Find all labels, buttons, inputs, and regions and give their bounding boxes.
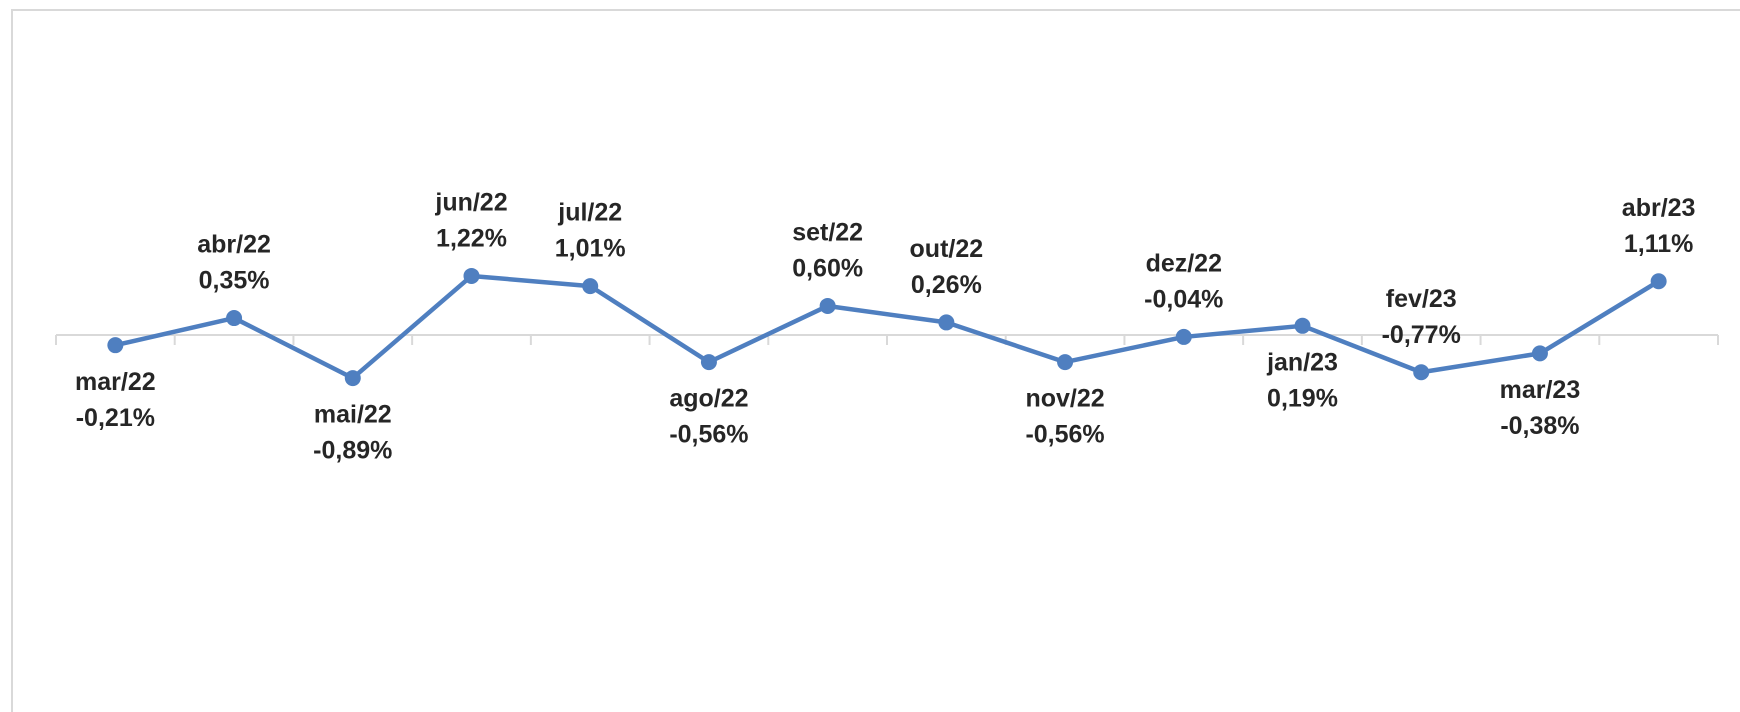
data-label: 1,22% — [436, 225, 507, 253]
data-point — [1175, 328, 1192, 345]
data-point — [1650, 273, 1667, 290]
category-label: jun/22 — [434, 189, 507, 217]
category-label: abr/22 — [197, 231, 271, 259]
category-label: mai/22 — [314, 401, 392, 429]
category-label: mar/23 — [1500, 376, 1581, 404]
category-label: jul/22 — [557, 199, 622, 227]
data-line — [114, 273, 1660, 381]
category-label: fev/23 — [1386, 285, 1457, 313]
data-point — [344, 370, 361, 387]
data-point — [463, 267, 480, 284]
data-label: -0,77% — [1382, 321, 1461, 349]
data-label: -0,56% — [669, 421, 748, 449]
data-point — [1057, 354, 1074, 371]
data-point — [226, 310, 243, 327]
data-label: -0,38% — [1500, 412, 1579, 440]
data-label: -0,21% — [76, 404, 155, 432]
data-label: 1,01% — [555, 235, 626, 263]
data-point — [700, 354, 717, 371]
data-point — [938, 314, 955, 331]
data-label: 1,11% — [1624, 230, 1694, 258]
data-point — [582, 278, 599, 295]
category-label: out/22 — [910, 235, 984, 263]
data-point — [1294, 317, 1311, 334]
data-label: -0,89% — [313, 437, 392, 465]
data-label: -0,04% — [1144, 286, 1223, 314]
data-point — [107, 337, 124, 354]
category-label: abr/23 — [1622, 194, 1696, 222]
category-label: dez/22 — [1146, 250, 1222, 278]
data-label: -0,56% — [1025, 421, 1104, 449]
category-label: mar/22 — [75, 368, 156, 396]
data-label: 0,19% — [1267, 384, 1338, 412]
data-label: 0,60% — [792, 255, 863, 283]
data-label: 0,35% — [199, 267, 270, 295]
category-label: nov/22 — [1025, 385, 1104, 413]
category-label: set/22 — [792, 219, 863, 247]
chart-border — [11, 9, 1740, 712]
data-label: 0,26% — [911, 271, 982, 299]
category-label: ago/22 — [669, 385, 748, 413]
data-point — [819, 297, 836, 314]
category-label: jan/23 — [1266, 348, 1338, 376]
data-point — [1413, 364, 1430, 381]
data-point — [1531, 345, 1548, 362]
